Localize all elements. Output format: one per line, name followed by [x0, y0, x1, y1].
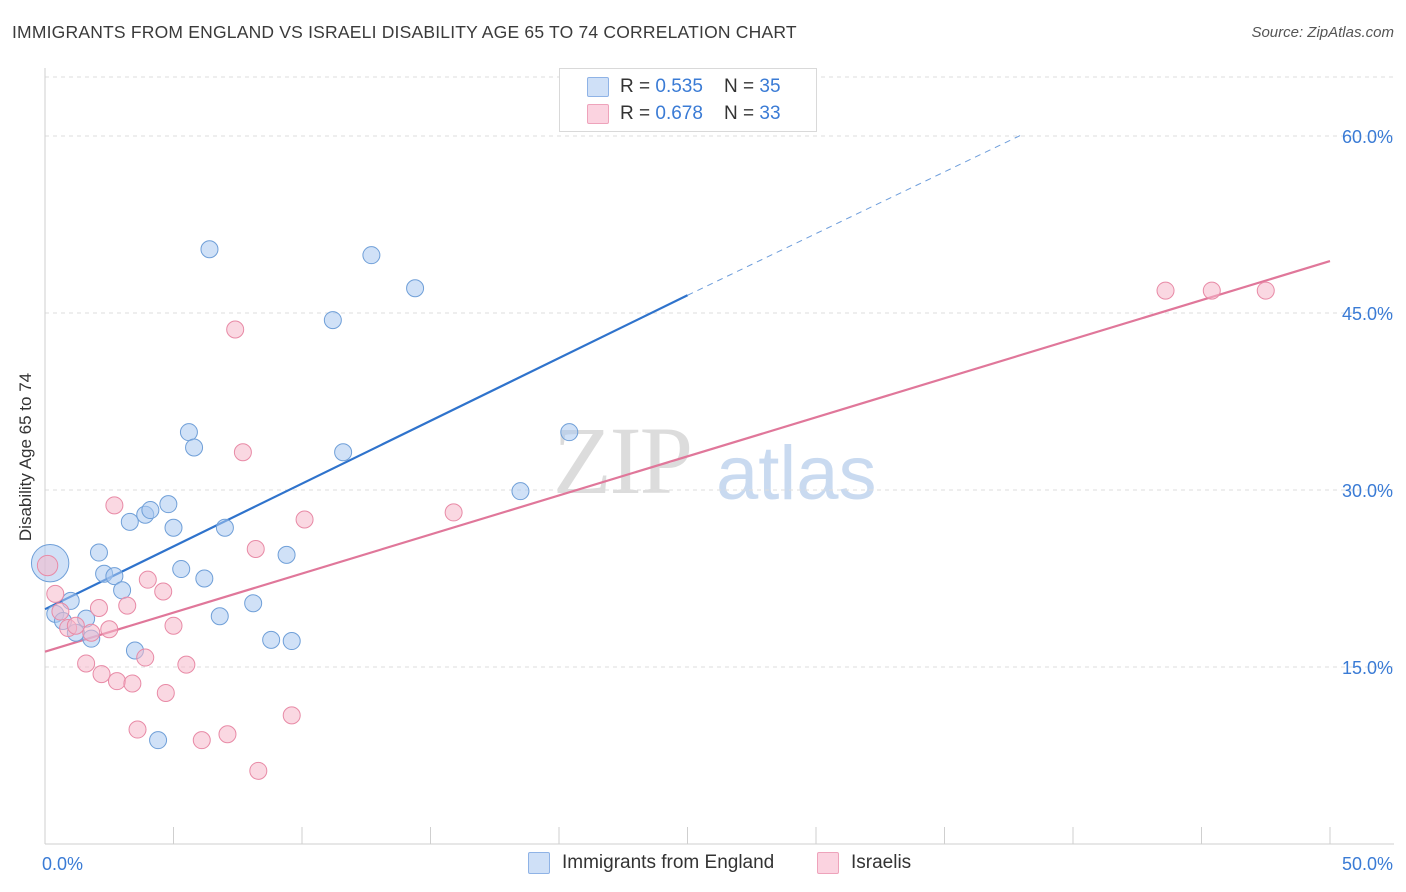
england-point	[179, 423, 198, 442]
england-point	[560, 423, 579, 442]
israelis-point	[107, 672, 126, 691]
israelis-point	[295, 510, 314, 529]
israelis-point	[77, 654, 96, 673]
legend-swatch-england	[587, 77, 609, 97]
england-point	[282, 632, 301, 651]
israelis-point	[100, 620, 119, 639]
england-point	[159, 495, 178, 514]
y-tick-label: 45.0%	[1342, 304, 1393, 324]
correlation-legend: R = 0.535 N = 35 R = 0.678 N = 33	[559, 68, 817, 132]
legend-n-value-israelis: 33	[759, 103, 781, 124]
israelis-point	[136, 648, 155, 667]
legend-n-label: N =	[724, 103, 760, 124]
legend-n-value-england: 35	[759, 76, 781, 97]
england-point	[362, 246, 381, 265]
y-axis-label: Disability Age 65 to 74	[16, 372, 35, 542]
israelis-point	[192, 731, 211, 750]
england-point	[172, 560, 191, 579]
israelis-point	[226, 320, 245, 339]
israelis-point	[233, 443, 252, 462]
legend-r-value-england: 0.535	[655, 76, 703, 97]
england-trend-line	[44, 294, 688, 611]
legend-r-label: R =	[620, 103, 656, 124]
israelis-trend-line	[44, 260, 1331, 653]
israelis-point	[105, 496, 124, 515]
israelis-point	[249, 761, 268, 780]
legend-n-label: N =	[724, 76, 760, 97]
england-point	[113, 581, 132, 600]
x-tick-label: 0.0%	[42, 854, 83, 874]
england-point	[406, 279, 425, 298]
data-points	[30, 240, 1275, 780]
legend-r-value-israelis: 0.678	[655, 103, 703, 124]
israelis-point	[177, 655, 196, 674]
israelis-point	[92, 665, 111, 684]
source-label: Source: ZipAtlas.com	[1251, 24, 1394, 41]
series-label-england: Immigrants from England	[562, 852, 775, 873]
series-swatch-israelis	[817, 852, 839, 874]
y-tick-label: 15.0%	[1342, 658, 1393, 678]
england-point	[277, 545, 296, 564]
y-tick-label: 60.0%	[1342, 127, 1393, 147]
israelis-point	[1202, 281, 1221, 300]
england-point	[334, 443, 353, 462]
watermark-zip: ZIP	[553, 407, 693, 514]
gridlines	[45, 76, 1394, 668]
israelis-point	[444, 503, 463, 522]
england-point	[185, 438, 204, 457]
israelis-point	[282, 706, 301, 725]
israelis-point	[66, 616, 85, 635]
trend-lines	[44, 134, 1331, 653]
chart-title: IMMIGRANTS FROM ENGLAND VS ISRAELI DISAB…	[12, 22, 797, 42]
england-trend-extension	[687, 134, 1022, 296]
england-point	[511, 482, 530, 501]
israelis-point	[123, 674, 142, 693]
england-point	[195, 569, 214, 588]
israelis-point	[1256, 281, 1275, 300]
england-point	[200, 240, 219, 259]
england-point	[120, 512, 139, 531]
england-point	[215, 518, 234, 537]
series-swatch-england	[528, 852, 550, 874]
legend-row-israelis: R = 0.678 N = 33	[587, 102, 781, 126]
axes	[44, 68, 1394, 845]
england-point	[105, 567, 124, 586]
legend-r-label: R =	[620, 76, 656, 97]
england-point	[149, 731, 168, 750]
legend-swatch-israelis	[587, 104, 609, 124]
israelis-point	[154, 582, 173, 601]
israelis-point	[164, 616, 183, 635]
israelis-point	[89, 599, 108, 617]
england-point	[89, 543, 108, 562]
legend-row-england: R = 0.535 N = 35	[587, 75, 781, 99]
israelis-point	[128, 720, 147, 739]
watermark-atlas: atlas	[716, 431, 877, 516]
israelis-point	[46, 584, 65, 603]
england-point	[323, 311, 342, 330]
england-point	[244, 594, 263, 613]
israelis-point	[36, 554, 59, 577]
series-legend-israelis[interactable]: Israelis	[817, 852, 911, 874]
israelis-point	[118, 596, 137, 615]
israelis-point	[156, 683, 175, 702]
israelis-point	[218, 725, 237, 744]
israelis-point	[51, 602, 70, 621]
israelis-point	[82, 623, 101, 642]
y-tick-label: 30.0%	[1342, 481, 1393, 501]
england-point	[141, 501, 160, 520]
israelis-point	[1156, 281, 1175, 300]
israelis-point	[246, 540, 265, 558]
israelis-point	[138, 570, 157, 589]
england-point	[210, 607, 229, 626]
series-legend-england[interactable]: Immigrants from England	[528, 852, 774, 874]
x-tick-label: 50.0%	[1342, 854, 1393, 874]
tick-labels: 15.0% 30.0% 45.0% 60.0% 0.0% 50.0%	[42, 127, 1393, 874]
england-point	[262, 630, 281, 649]
series-label-israelis: Israelis	[851, 852, 912, 873]
england-point	[164, 518, 183, 537]
